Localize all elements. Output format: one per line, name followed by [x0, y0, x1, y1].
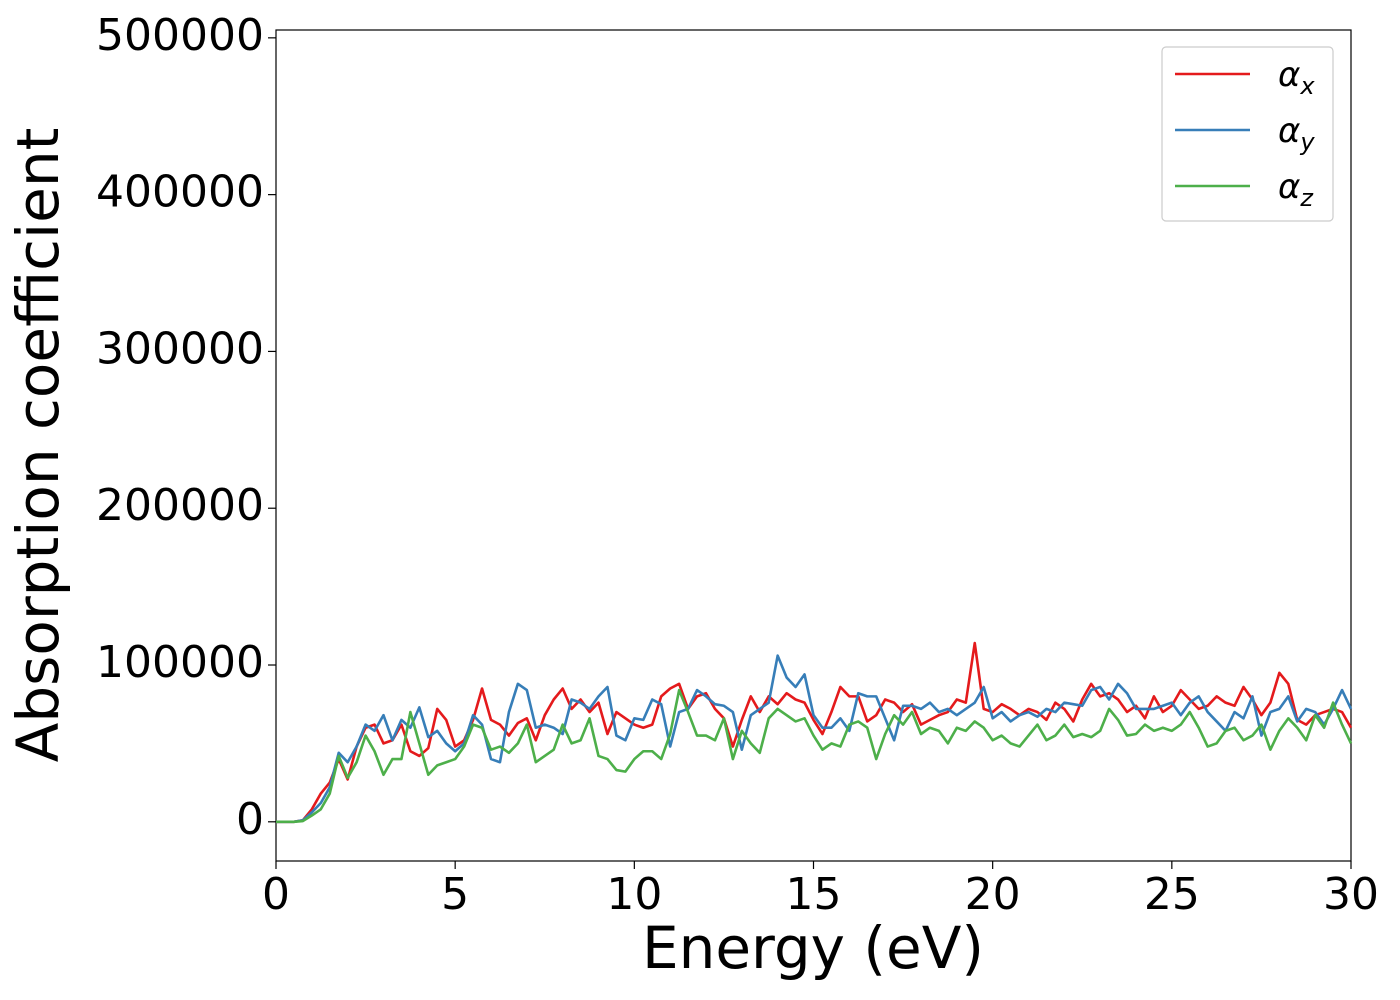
- y-tick-label: 200000: [96, 480, 264, 531]
- data-line: [276, 688, 1353, 824]
- legend: αx αy αz: [1161, 46, 1334, 222]
- legend-label: αz: [1278, 167, 1314, 212]
- x-tick-label: 20: [965, 869, 1021, 920]
- y-tick-label: 100000: [96, 637, 264, 688]
- y-tick-label: 0: [236, 794, 264, 845]
- x-tick-label: 5: [441, 869, 469, 920]
- x-tick-label: 25: [1144, 869, 1200, 920]
- legend-box: [1161, 46, 1334, 222]
- x-tick-label: 15: [786, 869, 842, 920]
- legend-label: αy: [1278, 111, 1315, 156]
- y-tick-label: 500000: [96, 10, 264, 61]
- y-tick-label: 400000: [96, 167, 264, 218]
- x-axis-label: Energy (eV): [642, 914, 984, 982]
- x-tick-label: 30: [1323, 869, 1379, 920]
- data-line: [276, 641, 1353, 824]
- x-tick-label: 0: [262, 869, 290, 920]
- x-tick-label: 10: [606, 869, 662, 920]
- data-line: [276, 654, 1353, 824]
- y-axis-label: Absorption coefficient: [4, 128, 72, 763]
- y-tick-label: 300000: [96, 323, 264, 374]
- legend-label: αx: [1278, 55, 1315, 100]
